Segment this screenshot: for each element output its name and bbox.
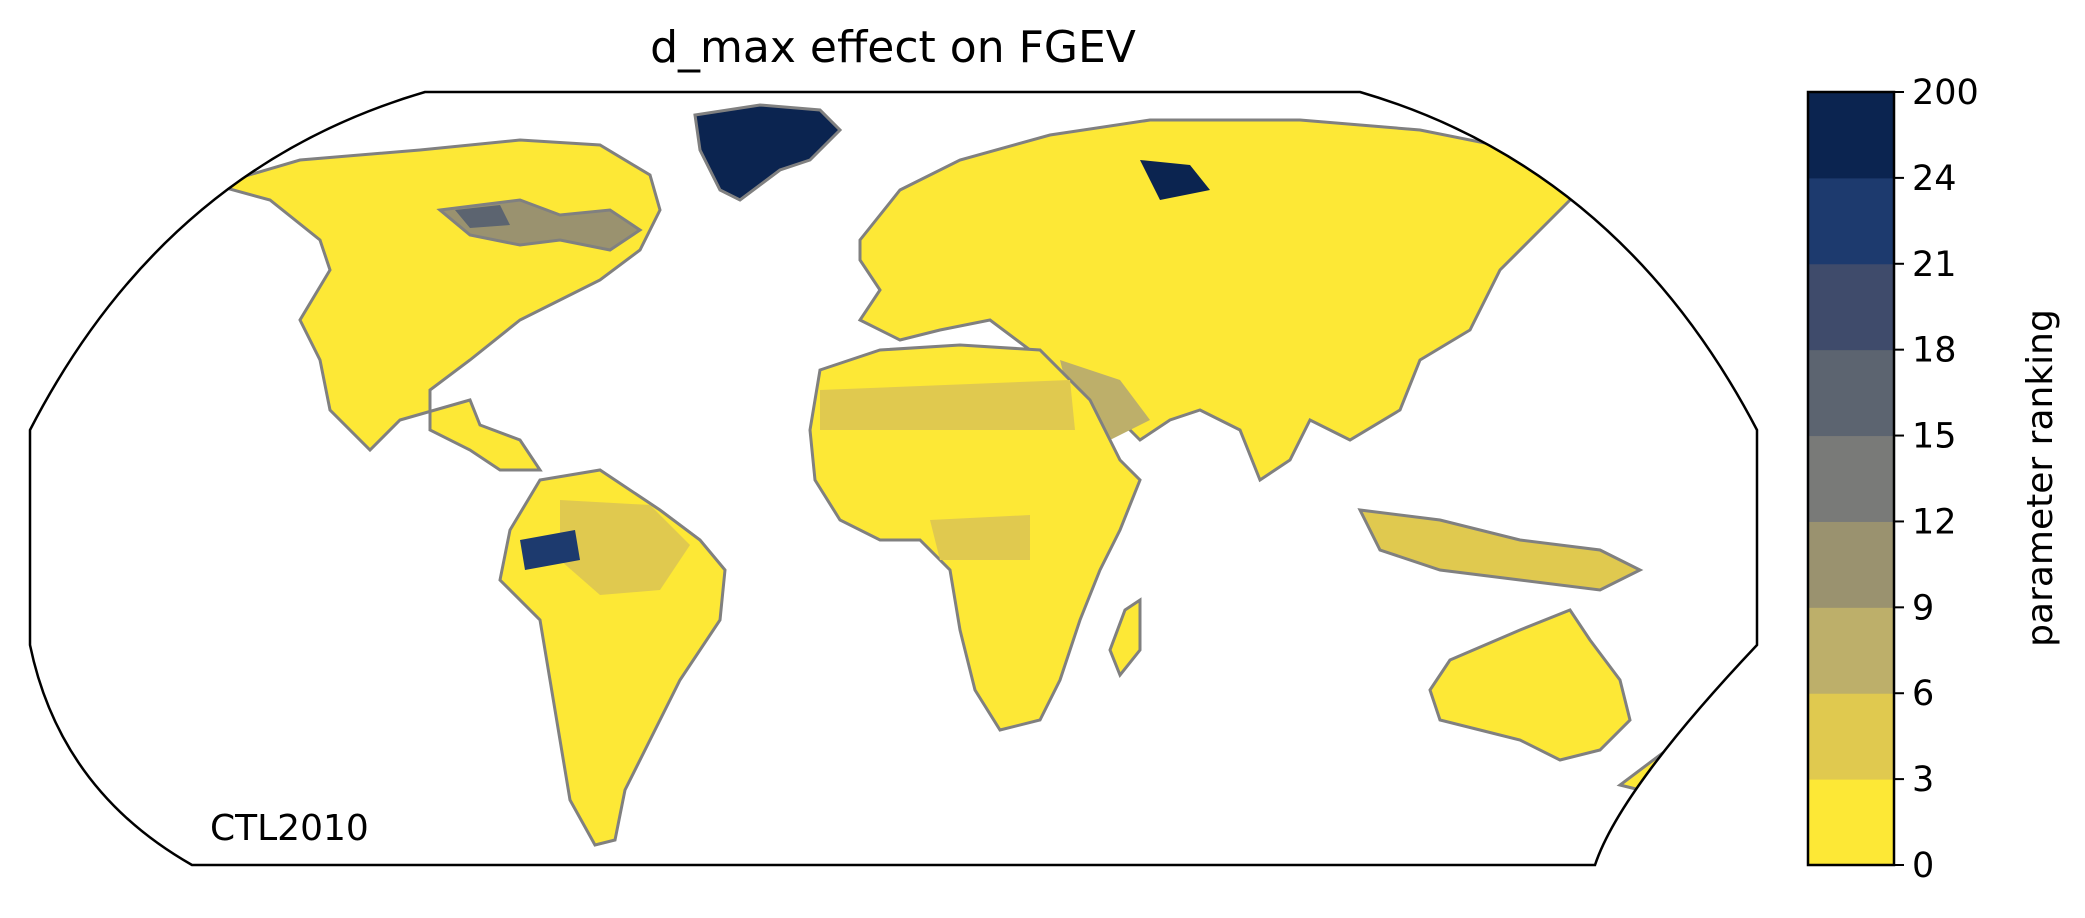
colorbar-tick-label: 15 <box>1912 417 1957 457</box>
map-label: CTL2010 <box>210 808 369 849</box>
map-panel: CTL2010 <box>28 90 1759 867</box>
colorbar-tick-label: 0 <box>1912 846 1934 886</box>
arctic-island-dark <box>455 205 510 228</box>
colorbar-swatch <box>1808 521 1894 608</box>
eurasia <box>857 118 1583 483</box>
colorbar-tick-label: 21 <box>1912 245 1957 285</box>
colorbar-ticks: 0 3 6 9 12 15 18 21 24 200 <box>1894 73 1979 886</box>
madagascar <box>1108 597 1142 678</box>
colorbar-swatch <box>1808 693 1894 780</box>
colorbar-tick-label: 12 <box>1912 502 1957 542</box>
colorbar-swatch <box>1808 607 1894 694</box>
colorbar-label: parameter ranking <box>2020 309 2061 647</box>
colorbar-swatch <box>1808 92 1894 179</box>
land-layer <box>209 103 1703 847</box>
colorbar-swatches <box>1808 92 1894 866</box>
maritime-se-asia <box>1357 508 1644 592</box>
arabia-mid <box>1060 360 1150 440</box>
siberia-dark <box>1140 160 1210 200</box>
colorbar-swatch <box>1808 435 1894 522</box>
colorbar-tick-label: 24 <box>1912 159 1957 199</box>
new-zealand <box>1616 727 1703 792</box>
colorbar-swatch <box>1808 263 1894 351</box>
sahara-mid <box>820 380 1075 430</box>
colorbar-frame <box>1806 90 1896 867</box>
map-title: d_max effect on FGEV <box>650 22 1136 73</box>
colorbar-tick-label: 6 <box>1912 674 1934 714</box>
sahel-mid <box>930 515 1030 560</box>
colorbar-tick-label: 3 <box>1912 760 1934 800</box>
australia <box>1428 608 1632 762</box>
colorbar-swatch <box>1808 779 1894 866</box>
north-america <box>209 138 662 472</box>
colorbar-swatch <box>1808 349 1894 437</box>
colorbar-tick-label: 18 <box>1912 331 1957 371</box>
colorbar-tick-label: 200 <box>1912 73 1979 113</box>
colorbar-swatch <box>1808 177 1894 265</box>
amazon-mid <box>560 500 690 595</box>
map-frame <box>28 90 1759 867</box>
greenland <box>693 103 843 202</box>
colorbar-tick-label: 9 <box>1912 588 1934 628</box>
colorbar: 0 3 6 9 12 15 18 21 24 200 parameter ranking <box>1806 73 2061 886</box>
amazon-dark <box>520 530 580 570</box>
